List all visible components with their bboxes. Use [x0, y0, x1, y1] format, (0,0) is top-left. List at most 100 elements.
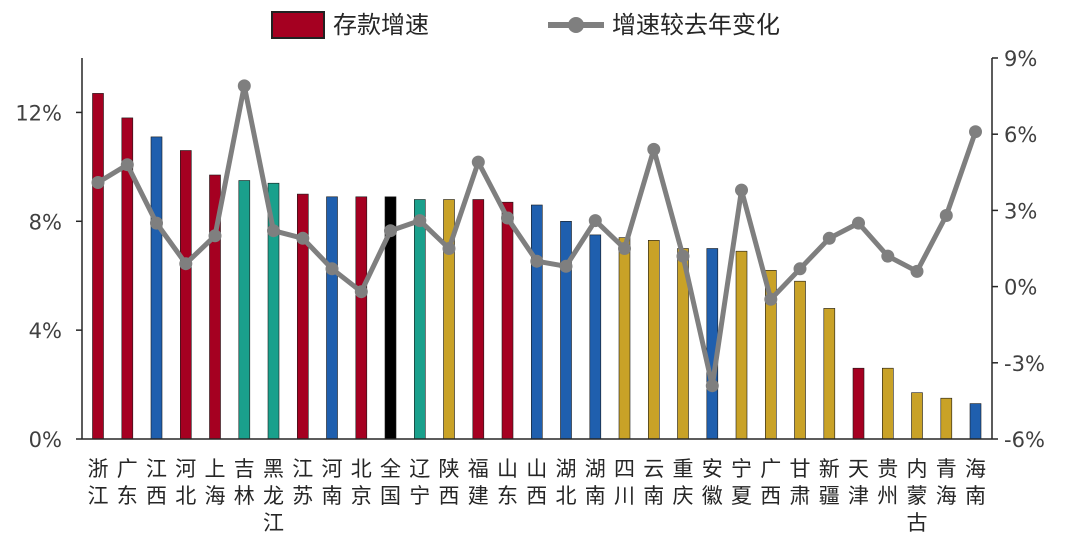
legend: 存款增速 增速较去年变化 — [271, 11, 780, 39]
legend-bar-swatch — [271, 11, 325, 39]
line-point-9 — [354, 285, 368, 299]
line-point-22 — [735, 183, 748, 197]
category-label-4: 上海 — [205, 457, 226, 508]
line-point-18 — [618, 242, 631, 255]
category-label-17: 湖南 — [585, 457, 606, 508]
category-label-9: 北京 — [351, 457, 372, 508]
line-point-23 — [764, 292, 778, 306]
line-series — [91, 79, 982, 393]
category-label-28: 内蒙古 — [907, 457, 928, 535]
category-label-13: 福建 — [468, 457, 489, 508]
line-point-29 — [939, 209, 953, 222]
line-point-25 — [822, 231, 836, 245]
right-tick-label-2: 0% — [1004, 276, 1037, 300]
category-label-2: 江西 — [146, 457, 167, 508]
right-tick-label-3: 3% — [1004, 199, 1037, 223]
category-label-5: 吉林 — [234, 457, 255, 508]
line-point-6 — [267, 224, 280, 238]
bar-5 — [238, 180, 251, 440]
line-point-13 — [471, 155, 485, 169]
category-label-20: 重庆 — [673, 457, 694, 508]
category-label-24: 甘肃 — [790, 457, 811, 508]
category-label-21: 安徽 — [702, 457, 723, 508]
category-labels: 浙江广东江西河北上海吉林黑龙江江苏河南北京全国辽宁陕西福建山东山西湖北湖南四川云… — [88, 457, 987, 535]
line-point-26 — [852, 216, 865, 230]
bar-8 — [326, 196, 338, 440]
line-point-19 — [647, 142, 661, 156]
bar-7 — [296, 193, 309, 440]
bar-2 — [150, 136, 163, 440]
category-label-22: 宁夏 — [731, 457, 752, 508]
line-point-4 — [208, 229, 222, 243]
line-point-27 — [881, 249, 895, 263]
category-label-23: 广西 — [760, 457, 781, 508]
bar-3 — [180, 150, 192, 440]
category-label-1: 广东 — [117, 457, 138, 508]
bar-24 — [794, 280, 806, 440]
bar-0 — [92, 93, 104, 440]
right-tick-label-0: -6% — [1004, 428, 1045, 452]
line-point-28 — [910, 264, 924, 278]
line-point-12 — [442, 242, 456, 255]
line-point-21 — [705, 379, 719, 393]
left-tick-label-2: 8% — [29, 210, 62, 234]
category-label-7: 江苏 — [292, 457, 313, 508]
category-label-0: 浙江 — [88, 457, 109, 508]
line-point-30 — [969, 125, 982, 139]
line-point-3 — [179, 257, 193, 271]
category-label-3: 河北 — [175, 457, 196, 508]
category-label-12: 陕西 — [439, 457, 460, 508]
line-point-2 — [150, 216, 163, 230]
category-label-29: 青海 — [936, 457, 957, 508]
line-point-1 — [120, 158, 134, 172]
category-label-27: 贵州 — [877, 457, 898, 508]
line-point-14 — [501, 211, 514, 225]
bar-22 — [735, 250, 748, 440]
bar-28 — [911, 392, 923, 440]
bar-26 — [852, 367, 865, 440]
line-point-20 — [676, 249, 690, 263]
bar-25 — [823, 308, 836, 440]
legend-line-label: 增速较去年变化 — [612, 11, 780, 39]
bar-29 — [940, 397, 953, 440]
right-tick-label-1: -3% — [1004, 352, 1045, 376]
category-label-19: 云南 — [643, 457, 664, 508]
bars — [92, 93, 982, 440]
category-label-11: 辽宁 — [409, 457, 430, 508]
bar-18 — [618, 237, 631, 440]
bar-17 — [589, 234, 602, 440]
category-label-16: 湖北 — [556, 457, 577, 508]
category-label-8: 河南 — [322, 457, 343, 508]
bar-9 — [355, 196, 368, 440]
line-point-17 — [588, 214, 602, 228]
category-label-10: 全国 — [380, 457, 401, 508]
bar-30 — [969, 403, 982, 440]
line-point-5 — [237, 79, 251, 93]
category-label-6: 黑龙江 — [263, 457, 284, 535]
line-point-11 — [413, 214, 427, 228]
line-point-10 — [384, 224, 397, 238]
bar-16 — [560, 221, 572, 440]
category-label-30: 海南 — [965, 457, 986, 508]
bar-15 — [530, 204, 543, 440]
category-label-15: 山西 — [526, 457, 547, 508]
bar-13 — [472, 199, 485, 440]
category-label-25: 新疆 — [819, 457, 840, 508]
line-point-24 — [793, 262, 807, 276]
line-point-8 — [325, 262, 339, 276]
bar-11 — [413, 199, 426, 440]
axes: 0% 4% 8% 12% -6% -3% 0% 3% 6% 9% — [15, 47, 1045, 452]
bar-27 — [881, 367, 894, 440]
left-tick-label-1: 4% — [29, 319, 62, 343]
bar-19 — [647, 240, 660, 440]
legend-bar-label: 存款增速 — [333, 11, 429, 39]
line-point-0 — [91, 176, 105, 189]
legend-line-marker — [568, 17, 584, 33]
right-tick-label-4: 6% — [1004, 123, 1037, 147]
category-label-18: 四川 — [614, 457, 635, 508]
line-point-16 — [559, 259, 573, 273]
category-label-26: 天津 — [848, 457, 869, 508]
category-label-14: 山东 — [497, 457, 518, 508]
line-point-15 — [530, 254, 544, 268]
